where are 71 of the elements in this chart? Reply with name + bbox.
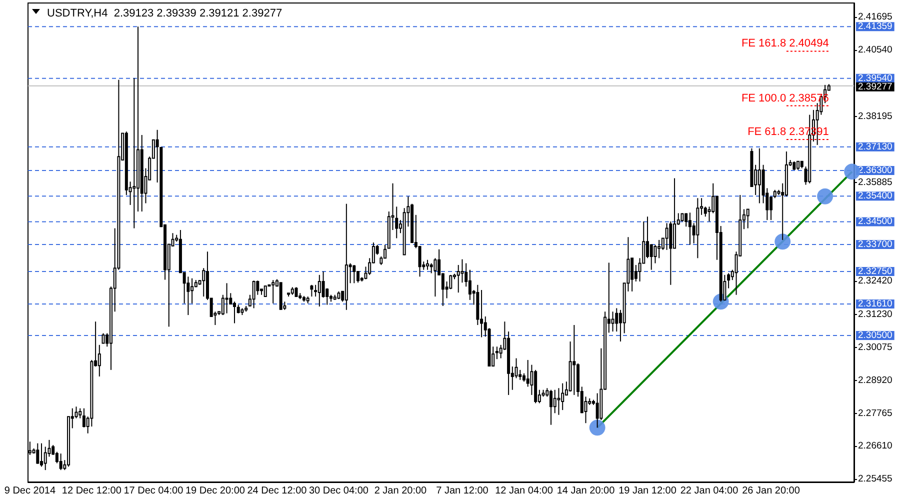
candlestick bbox=[468, 269, 472, 300]
x-tick-label: 17 Dec 04:00 bbox=[124, 486, 184, 496]
candlestick bbox=[615, 308, 618, 332]
candlestick bbox=[318, 274, 321, 307]
candlestick bbox=[596, 392, 599, 428]
ref-line-label: 2.34500 bbox=[858, 216, 892, 228]
point bbox=[774, 234, 791, 250]
y-tick-label: 2.25455 bbox=[858, 474, 892, 485]
candlestick bbox=[140, 134, 144, 212]
x-tick-label: 12 Dec 12:00 bbox=[62, 486, 122, 496]
y-tick-label: 2.28920 bbox=[858, 374, 892, 386]
y-tick-label: 2.27765 bbox=[858, 408, 892, 419]
candlestick bbox=[684, 213, 688, 228]
candlestick bbox=[611, 311, 614, 332]
candlestick bbox=[561, 382, 564, 411]
x-tick-label: 14 Jan 20:00 bbox=[556, 486, 616, 496]
candlestick bbox=[456, 264, 460, 294]
ref-line-label: 2.33700 bbox=[858, 238, 892, 250]
candlestick bbox=[132, 78, 136, 229]
candlestick bbox=[136, 26, 140, 212]
candlestick bbox=[98, 344, 101, 377]
y-tick-label: 2.40540 bbox=[858, 44, 892, 56]
x-tick-label: 19 Jan 12:00 bbox=[618, 486, 677, 496]
y-tick-label: 2.32420 bbox=[858, 275, 892, 286]
candlestick bbox=[572, 324, 576, 396]
ref-line-label: 2.31610 bbox=[858, 298, 892, 310]
ref-line-label: 2.32750 bbox=[858, 266, 892, 278]
candlestick bbox=[553, 389, 556, 414]
y-tick-label: 2.41695 bbox=[858, 12, 892, 23]
x-tick-label: 30 Dec 04:00 bbox=[308, 486, 369, 496]
candlestick bbox=[495, 346, 498, 360]
y-tick-label: 2.35885 bbox=[858, 176, 892, 188]
candlestick bbox=[190, 278, 194, 304]
candlestick bbox=[460, 258, 464, 284]
x-tick-label: 19 Dec 20:00 bbox=[185, 486, 246, 496]
candlestick bbox=[658, 239, 661, 259]
ref-line-label: FE 161.8 2.40494 bbox=[741, 38, 829, 50]
x-tick-label: 22 Jan 04:00 bbox=[680, 486, 739, 496]
candlestick bbox=[557, 388, 560, 416]
ref-line-label: 2.37130 bbox=[858, 141, 892, 152]
ref-line-label: 2.39540 bbox=[858, 72, 892, 84]
candlestick bbox=[225, 282, 228, 314]
y-tick-label: 2.26610 bbox=[858, 440, 892, 452]
candlestick bbox=[480, 290, 484, 338]
candlestick bbox=[665, 222, 668, 250]
candlestick bbox=[688, 212, 692, 246]
chart-title: USDTRY,H4 2.39123 2.39339 2.39121 2.39277 bbox=[47, 8, 282, 20]
x-tick-label: 9 Dec 2014 bbox=[4, 486, 56, 496]
candlestick bbox=[758, 148, 761, 204]
ref-line-label: 2.30500 bbox=[858, 330, 892, 342]
candlestick bbox=[696, 198, 700, 259]
y-tick-label: 2.38195 bbox=[858, 111, 892, 122]
candlestick bbox=[507, 331, 510, 396]
y-tick-label: 2.30075 bbox=[858, 342, 892, 354]
candlestick bbox=[186, 276, 190, 316]
ref-line-label: 2.36300 bbox=[858, 165, 892, 176]
x-tick-label: 2 Jan 20:00 bbox=[374, 486, 428, 496]
x-tick-label: 24 Dec 12:00 bbox=[247, 486, 308, 496]
ref-line-label: 2.35400 bbox=[858, 190, 892, 202]
ref-line-label: 2.41359 bbox=[858, 21, 892, 32]
x-tick-label: 12 Jan 04:00 bbox=[495, 486, 554, 496]
candlestick bbox=[395, 206, 398, 239]
ref-line-label: 2.39277 bbox=[858, 81, 892, 92]
point bbox=[844, 164, 860, 180]
point bbox=[817, 188, 834, 204]
y-tick-label: 2.31230 bbox=[858, 309, 892, 320]
x-tick-label: 26 Jan 20:00 bbox=[742, 486, 800, 496]
candlestick bbox=[344, 203, 348, 310]
x-tick-label: 7 Jan 12:00 bbox=[436, 486, 489, 496]
point bbox=[589, 420, 606, 436]
candlestick bbox=[44, 446, 47, 471]
